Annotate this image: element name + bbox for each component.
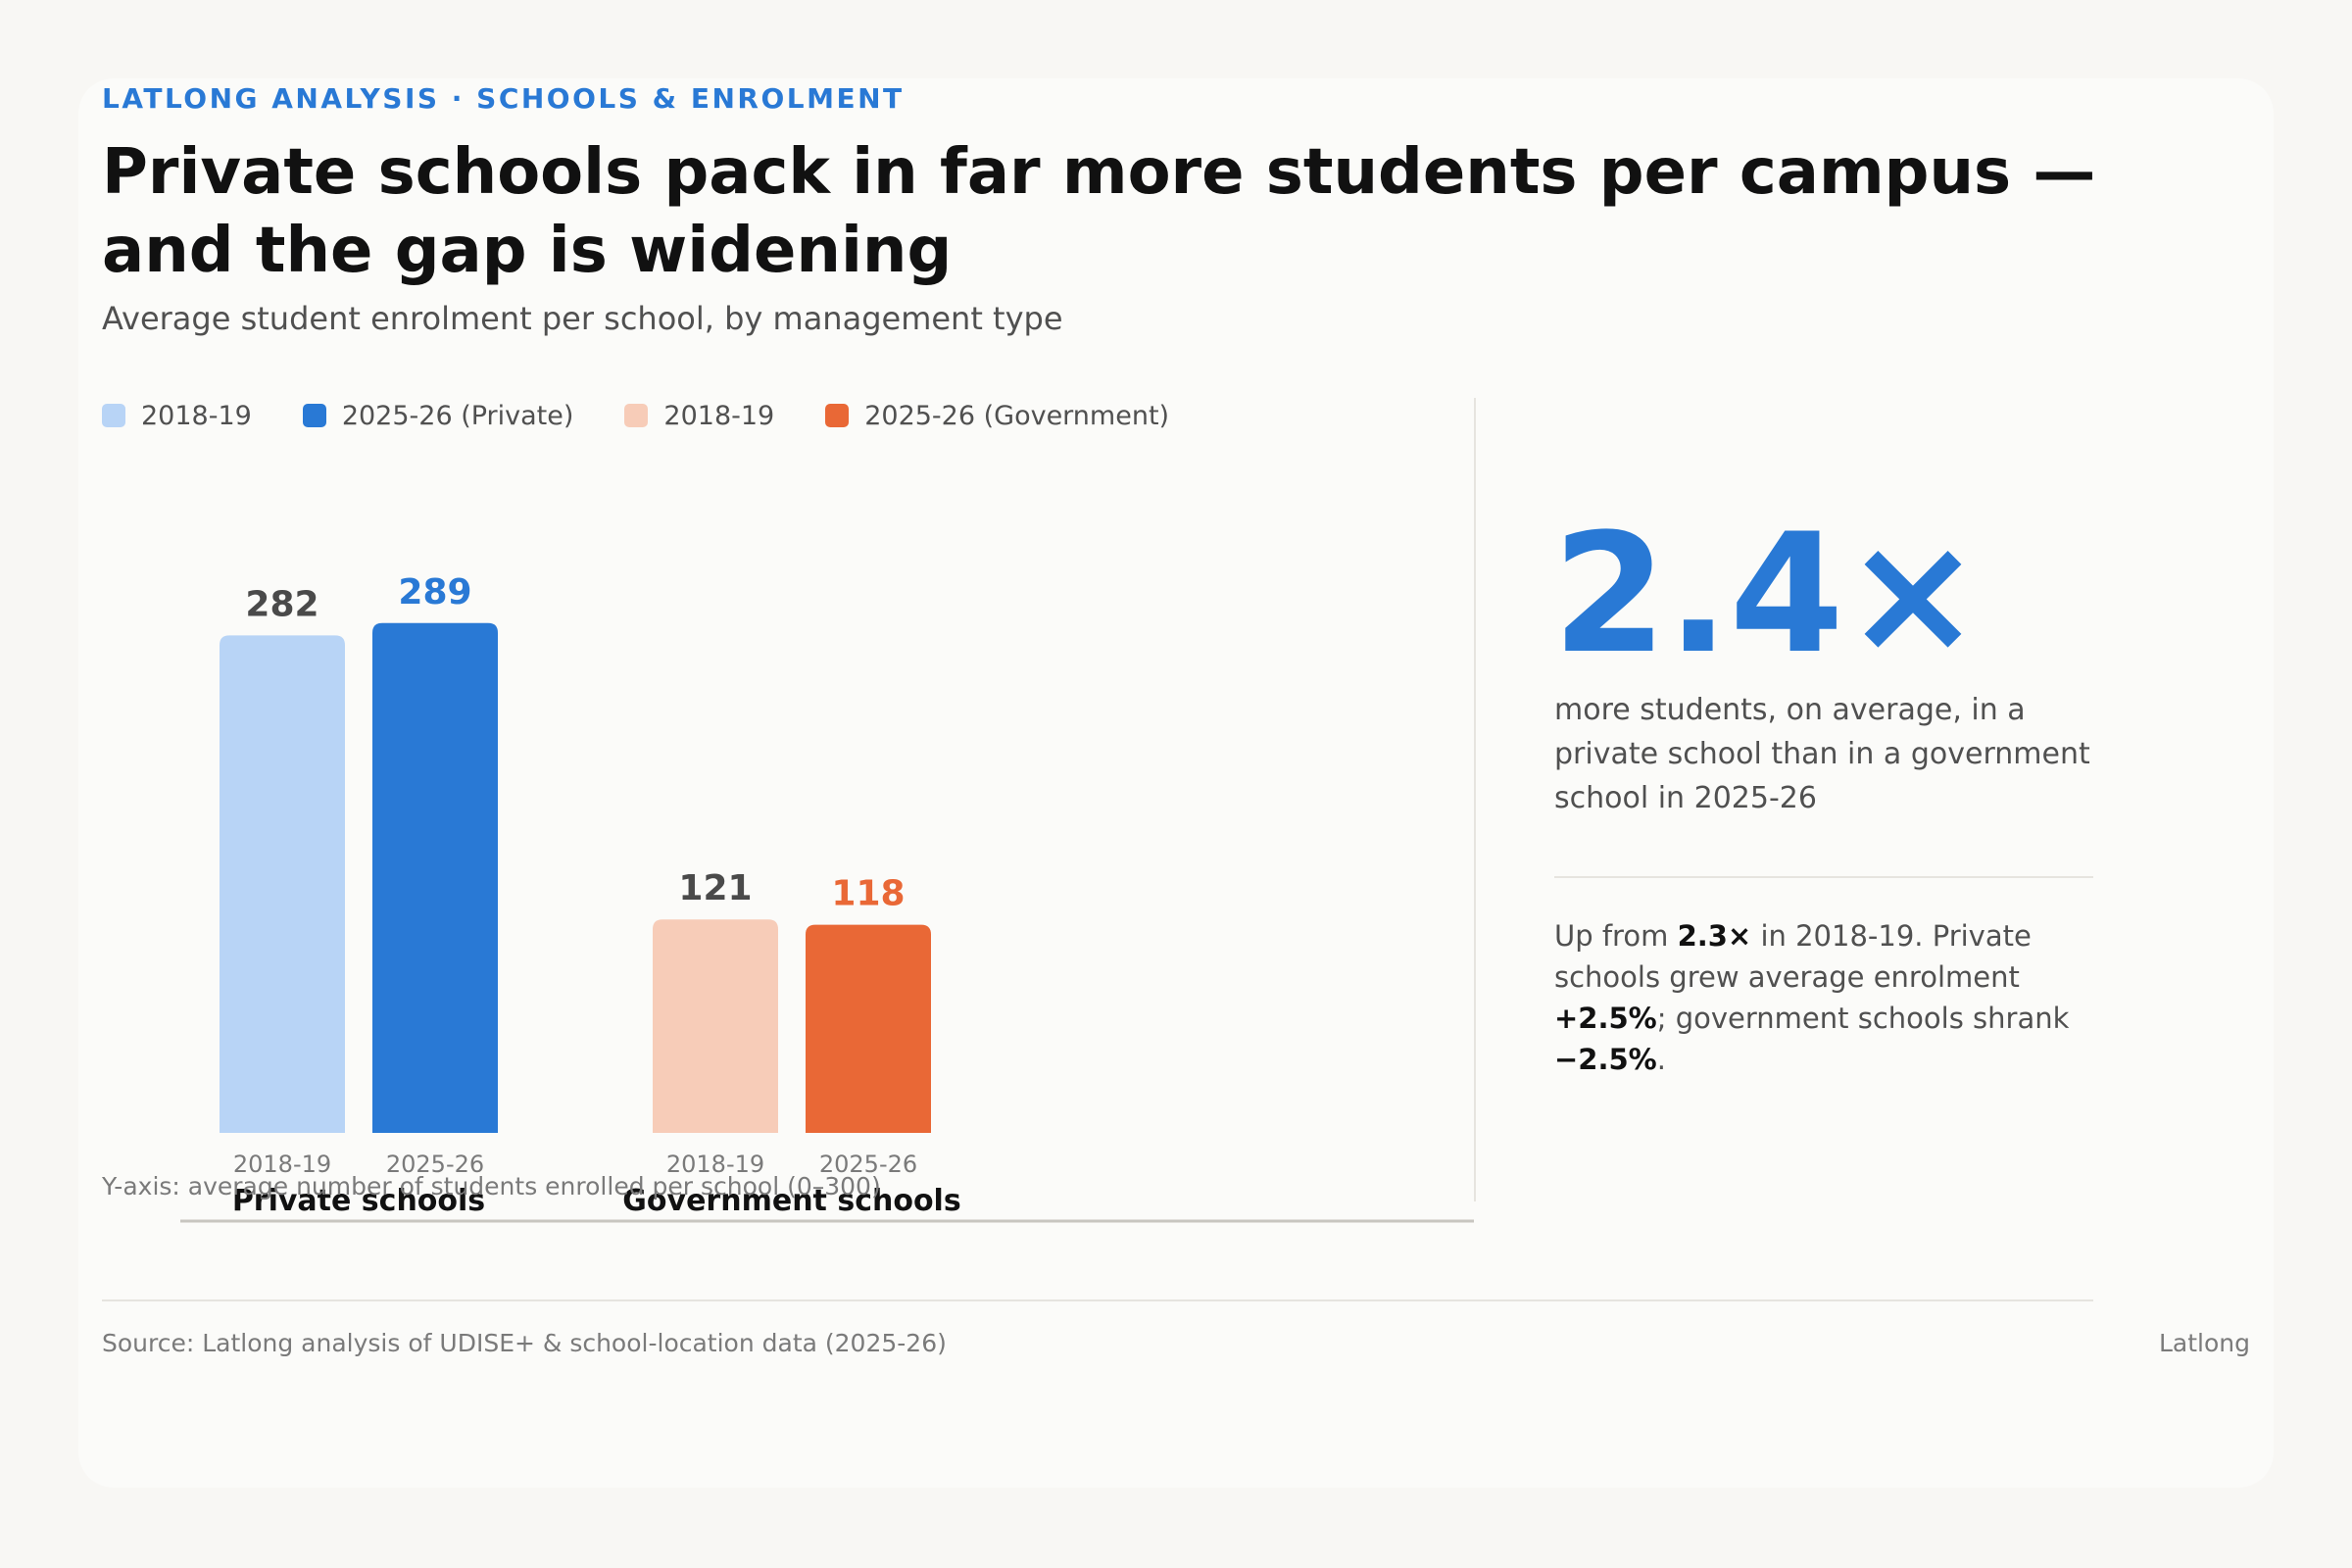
stat-note-text: in 2018-19. Private schools grew average… — [1554, 919, 2032, 994]
bar — [806, 924, 931, 1133]
vertical-divider — [1474, 398, 1476, 1201]
page-title: Private schools pack in far more student… — [102, 136, 2096, 287]
legend-label: 2025-26 (Government) — [864, 400, 1170, 431]
stat-note-text: Up from — [1554, 919, 1678, 953]
category-label: Government schools — [622, 1184, 960, 1218]
stat-note-highlight: 2.3× — [1677, 919, 1752, 953]
legend-swatch — [302, 404, 326, 427]
data-label: 282 — [245, 584, 318, 624]
brand-label: Latlong — [2158, 1329, 2250, 1357]
data-label: 289 — [398, 572, 471, 612]
data-label: 118 — [831, 874, 905, 914]
legend-item-government-2025: 2025-26 (Government) — [825, 401, 1169, 431]
legend-swatch — [825, 404, 850, 427]
x-tick-label: 2025-26 — [386, 1151, 484, 1178]
legend-item-government-2018: 2018-19 — [624, 401, 774, 431]
big-stat-value: 2.4× — [1552, 498, 1983, 690]
stat-divider — [1554, 876, 2093, 878]
x-tick-label: 2025-26 — [819, 1151, 917, 1178]
bar — [653, 919, 778, 1133]
legend-label: 2018-19 — [663, 400, 775, 431]
legend-swatch — [624, 404, 649, 427]
category-label: Private schools — [232, 1184, 485, 1218]
stat-note-text: ; government schools shrank — [1656, 1002, 2070, 1035]
eyebrow: LATLONG ANALYSIS · SCHOOLS & ENROLMENT — [102, 82, 905, 115]
x-tick-label: 2018-19 — [233, 1151, 331, 1178]
stat-note-highlight: +2.5% — [1554, 1002, 1657, 1035]
source-note: Source: Latlong analysis of UDISE+ & sch… — [102, 1329, 947, 1357]
bar — [372, 622, 498, 1133]
legend: 2018-19 2025-26 (Private) 2018-19 2025-2… — [102, 396, 1220, 435]
legend-item-private-2025: 2025-26 (Private) — [302, 400, 574, 431]
stat-description: more students, on average, in a private … — [1554, 693, 2090, 815]
stat-note-highlight: −2.5% — [1554, 1043, 1657, 1076]
footer-divider — [102, 1299, 2093, 1301]
y-axis-note: Y-axis: average number of students enrol… — [102, 1172, 881, 1200]
bar — [220, 635, 345, 1133]
x-tick-label: 2018-19 — [666, 1151, 764, 1178]
data-label: 121 — [678, 868, 752, 908]
legend-label: 2018-19 — [141, 400, 252, 431]
legend-swatch — [102, 404, 125, 427]
legend-item-private-2018: 2018-19 — [102, 401, 252, 431]
stat-note-text: . — [1656, 1043, 1666, 1076]
legend-label: 2025-26 (Private) — [341, 400, 574, 431]
stat-note: Up from 2.3× in 2018-19. Private schools… — [1554, 915, 2103, 1080]
subtitle: Average student enrolment per school, by… — [102, 300, 1063, 337]
